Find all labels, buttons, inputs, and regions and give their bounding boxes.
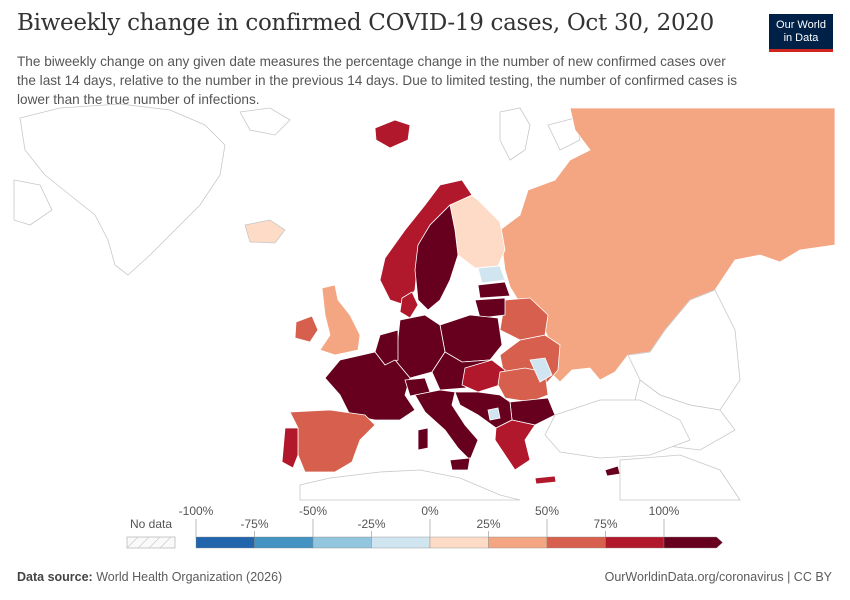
region-arctic-isles[interactable] <box>239 107 291 136</box>
footer-source: Data source: World Health Organization (… <box>17 570 282 584</box>
source-text: World Health Organization (2026) <box>96 570 283 584</box>
legend-tick-label: -100% <box>179 504 214 518</box>
region-ireland[interactable] <box>294 315 319 343</box>
region-canada-islands[interactable] <box>13 179 53 226</box>
region-middle-east[interactable] <box>619 454 741 501</box>
region-cyprus[interactable] <box>604 465 621 477</box>
legend-bin[interactable] <box>371 536 431 549</box>
region-sicily[interactable] <box>449 457 471 471</box>
legend-bin[interactable] <box>605 536 665 549</box>
region-jan-mayen[interactable] <box>244 219 286 244</box>
footer-url[interactable]: OurWorldinData.org/coronavirus | CC BY <box>604 570 832 584</box>
logo-line-1: Our World <box>776 19 826 31</box>
region-moldova[interactable] <box>529 357 553 383</box>
region-russia[interactable] <box>499 107 836 383</box>
legend-tick-label: 25% <box>476 517 500 531</box>
legend-bins <box>195 536 723 549</box>
legend-tick-label: 50% <box>535 504 559 518</box>
logo-line-2: in Data <box>783 32 819 44</box>
legend-tick-label: -75% <box>240 517 268 531</box>
region-denmark[interactable] <box>399 291 419 319</box>
region-kosovo[interactable] <box>487 407 501 421</box>
legend-tick-label: -50% <box>299 504 327 518</box>
legend-bin[interactable] <box>429 536 489 549</box>
legend-tick-label: 0% <box>421 504 439 518</box>
region-crete[interactable] <box>534 475 557 485</box>
region-italy[interactable] <box>414 389 479 461</box>
chart-title: Biweekly change in confirmed COVID-19 ca… <box>17 10 714 36</box>
legend-bin[interactable] <box>546 536 606 549</box>
region-sweden[interactable] <box>414 204 459 311</box>
legend-no-data-swatch <box>126 536 176 549</box>
owid-logo[interactable]: Our World in Data <box>769 14 833 52</box>
legend-bin[interactable] <box>312 536 372 549</box>
region-sardinia[interactable] <box>417 427 429 451</box>
legend-ticks: -100% -50% 0% 50% 100% -75% -25% 25% 75% <box>179 504 680 537</box>
region-greenland[interactable] <box>19 103 226 276</box>
source-label: Data source: <box>17 570 93 584</box>
region-romania[interactable] <box>497 367 549 403</box>
region-lithuania[interactable] <box>474 297 506 319</box>
region-north-africa[interactable] <box>299 469 521 501</box>
region-turkey[interactable] <box>544 399 691 459</box>
legend-tick-label: 100% <box>649 504 680 518</box>
legend-bin[interactable] <box>488 536 548 549</box>
region-uk[interactable] <box>319 284 361 356</box>
legend: No data -100% -50% 0% 50% 100% -75% -25% 25% 75% <box>126 504 723 549</box>
region-iceland[interactable] <box>374 119 411 149</box>
legend-tick-label: 75% <box>593 517 617 531</box>
legend-bin[interactable] <box>195 536 255 549</box>
region-estonia[interactable] <box>477 265 506 284</box>
legend-bin[interactable] <box>663 536 723 549</box>
legend-tick-label: -25% <box>357 517 385 531</box>
region-svalbard[interactable] <box>499 107 531 161</box>
region-novaya[interactable] <box>547 117 581 151</box>
region-france[interactable] <box>324 351 416 421</box>
legend-no-data-label: No data <box>130 517 172 531</box>
legend-bin[interactable] <box>254 536 314 549</box>
chart-subtitle: The biweekly change on any given date me… <box>17 54 738 107</box>
region-portugal[interactable] <box>281 427 299 469</box>
region-greece[interactable] <box>494 419 536 471</box>
region-latvia[interactable] <box>477 281 511 299</box>
region-spain[interactable] <box>289 409 376 473</box>
